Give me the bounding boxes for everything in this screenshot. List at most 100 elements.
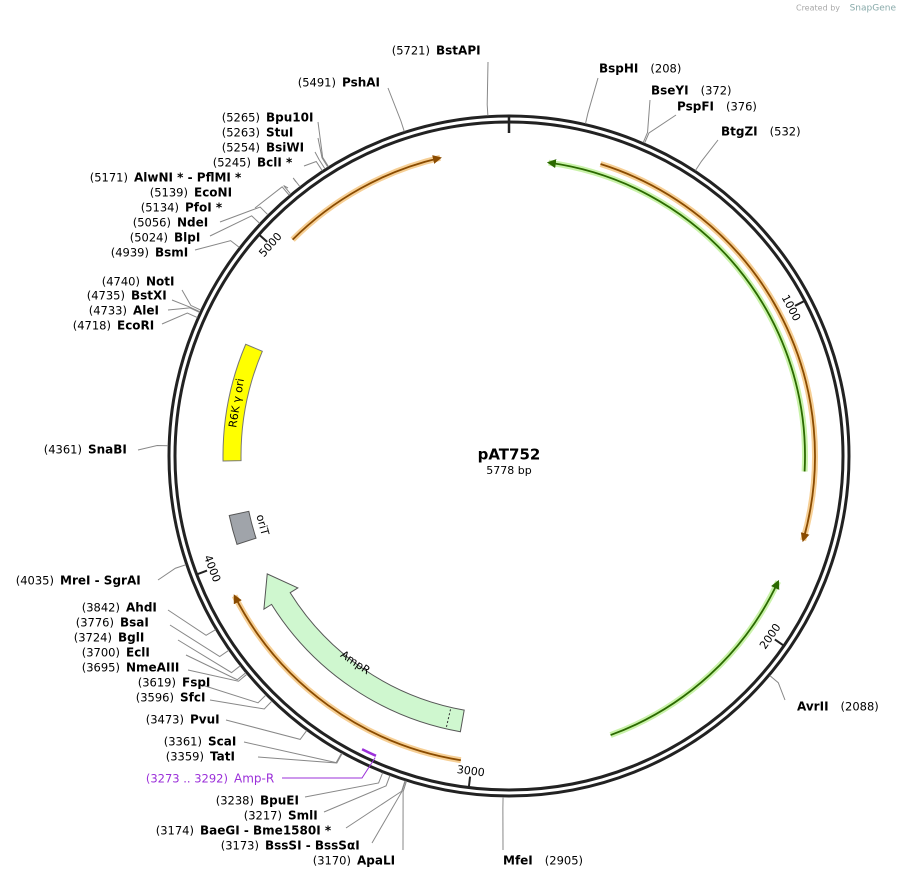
enzyme-name: BlpI xyxy=(174,231,200,245)
enzyme-name: MreI - SgrAI xyxy=(60,574,141,588)
ruler-label: 2000 xyxy=(757,621,784,651)
enzyme-position: (4035) xyxy=(16,574,54,588)
leader-line xyxy=(317,121,329,167)
enzyme-position: (3842) xyxy=(82,601,120,615)
ruler-tick xyxy=(257,233,268,243)
enzyme-position: (372) xyxy=(701,84,732,98)
enzyme-position: (376) xyxy=(726,100,757,114)
leader-line xyxy=(169,624,230,658)
leader-line xyxy=(167,307,200,313)
leader-line xyxy=(283,185,292,195)
enzyme-position: (5134) xyxy=(141,201,179,215)
credit-prefix: Created by xyxy=(796,4,840,13)
enzyme-name: NmeAIII xyxy=(126,661,179,675)
feature-arc xyxy=(291,155,442,241)
feature-glow xyxy=(548,159,808,472)
enzyme-position: (2088) xyxy=(841,700,879,714)
enzyme-name: PshAI xyxy=(342,76,380,90)
ampr-feature xyxy=(263,573,465,733)
enzyme-name: AvrII xyxy=(797,700,829,714)
leader-line xyxy=(486,61,489,116)
enzyme-position: (4939) xyxy=(111,246,149,260)
ruler-tick xyxy=(467,776,472,789)
leader-line xyxy=(304,772,384,798)
enzyme-name: BsiWI xyxy=(266,141,304,155)
enzyme-position: (5491) xyxy=(298,76,336,90)
enzyme-position: (5265) xyxy=(222,111,260,125)
leader-line xyxy=(769,675,786,701)
enzyme-position: (4361) xyxy=(44,443,82,457)
feature-glow xyxy=(609,580,781,738)
credit-brand: SnapGene xyxy=(850,4,897,14)
ruler-tick xyxy=(794,299,807,307)
enzyme-position: (3174) xyxy=(156,824,194,838)
leader-line xyxy=(161,312,198,325)
leader-line xyxy=(642,99,651,143)
leader-line xyxy=(157,564,186,581)
enzyme-name: EclI xyxy=(126,646,150,660)
enzyme-position: (3173) xyxy=(221,839,259,853)
ruler-tick xyxy=(195,569,208,576)
enzyme-name: PspFI xyxy=(677,100,714,114)
leader-line xyxy=(209,699,273,710)
leader-line xyxy=(292,177,301,187)
feature-arc xyxy=(233,594,461,762)
enzyme-name: TatI xyxy=(210,750,235,764)
leader-line xyxy=(254,186,290,209)
leader-line xyxy=(303,160,323,171)
ruler-label: 3000 xyxy=(456,763,485,779)
primer-range: (3273 .. 3292) xyxy=(146,772,228,786)
enzyme-name: AhdI xyxy=(126,601,157,615)
enzyme-name: BstAPI xyxy=(436,44,481,58)
enzyme-name: EcoRI xyxy=(117,319,154,333)
leader-line xyxy=(584,77,599,124)
enzyme-position: (5721) xyxy=(392,44,430,58)
ampr-dots xyxy=(445,709,451,727)
leader-line xyxy=(225,719,308,740)
enzyme-position: (5263) xyxy=(222,126,260,140)
enzyme-position: (4733) xyxy=(89,304,127,318)
enzyme-position: (3170) xyxy=(313,854,351,868)
leader-line xyxy=(644,114,677,144)
feature-arc xyxy=(610,579,780,736)
enzyme-position: (3700) xyxy=(82,646,120,660)
leader-line xyxy=(171,299,201,313)
enzyme-name: PfoI * xyxy=(185,201,223,215)
ruler-tick xyxy=(774,638,786,648)
enzyme-name: BclI * xyxy=(257,156,293,170)
enzyme-name: BtgZI xyxy=(721,125,758,139)
leader-line xyxy=(137,444,169,451)
enzyme-position: (4740) xyxy=(102,275,140,289)
leader-line xyxy=(185,654,247,681)
enzyme-name: BglI xyxy=(118,631,144,645)
enzyme-position: (532) xyxy=(770,125,801,139)
feature-glow xyxy=(290,154,441,242)
enzyme-name: BstXI xyxy=(131,289,167,303)
leader-line xyxy=(387,87,405,132)
enzyme-position: (3596) xyxy=(136,691,174,705)
leader-line xyxy=(371,780,406,844)
enzyme-name: BseYI xyxy=(651,84,689,98)
enzyme-position: (3695) xyxy=(82,661,120,675)
enzyme-name: NotI xyxy=(146,275,175,289)
enzyme-position: (3776) xyxy=(76,616,114,630)
leader-line xyxy=(323,775,391,813)
enzyme-position: (4718) xyxy=(73,319,111,333)
ori-feature xyxy=(222,343,263,462)
enzyme-position: (3473) xyxy=(146,713,184,727)
primer-name: Amp-R xyxy=(234,772,274,786)
enzyme-name: BssSI - BssSαI xyxy=(265,839,360,853)
enzyme-position: (5245) xyxy=(213,156,251,170)
enzyme-position: (5139) xyxy=(150,186,188,200)
orit-feature xyxy=(228,510,257,546)
enzyme-name: ApaLI xyxy=(357,854,395,868)
leader-line xyxy=(167,609,216,636)
enzyme-name: EcoNI xyxy=(194,186,232,200)
enzyme-name: BsaI xyxy=(120,616,149,630)
plasmid-length: 5778 bp xyxy=(486,464,531,477)
primer-leader xyxy=(282,757,376,779)
leader-line xyxy=(177,639,241,674)
orit-label: oriT xyxy=(253,513,271,537)
enzyme-name: SmlI xyxy=(288,809,318,823)
